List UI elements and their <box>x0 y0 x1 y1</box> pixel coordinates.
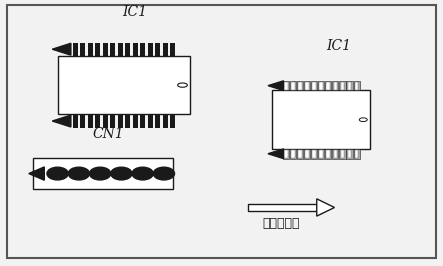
Bar <box>298 150 302 158</box>
Bar <box>341 150 344 158</box>
Bar <box>297 81 303 90</box>
Circle shape <box>47 167 68 180</box>
Bar <box>88 43 93 56</box>
Bar <box>163 114 168 128</box>
Text: IC1: IC1 <box>123 5 148 19</box>
Bar <box>248 204 317 211</box>
Bar <box>348 150 351 158</box>
Bar <box>132 43 138 56</box>
Bar <box>272 90 370 149</box>
Circle shape <box>153 167 175 180</box>
Bar <box>284 82 288 90</box>
Bar <box>297 149 303 159</box>
Bar <box>73 43 78 56</box>
Bar <box>148 114 153 128</box>
Bar <box>346 81 353 90</box>
Bar <box>125 43 130 56</box>
Ellipse shape <box>359 118 367 122</box>
Bar <box>125 114 130 128</box>
Ellipse shape <box>178 83 187 87</box>
Bar <box>318 81 324 90</box>
Bar <box>304 81 310 90</box>
Bar <box>110 43 116 56</box>
Bar <box>118 114 123 128</box>
Bar <box>148 43 153 56</box>
Bar <box>355 150 358 158</box>
Bar <box>163 43 168 56</box>
Bar <box>334 82 337 90</box>
Bar <box>326 82 330 90</box>
Bar <box>58 56 190 114</box>
Bar <box>332 81 338 90</box>
Bar <box>283 149 289 159</box>
Text: IC1: IC1 <box>326 39 351 53</box>
Bar <box>73 114 78 128</box>
Polygon shape <box>29 167 44 180</box>
Bar <box>88 114 93 128</box>
Bar <box>132 114 138 128</box>
Bar <box>312 82 316 90</box>
Bar <box>355 82 358 90</box>
Bar <box>290 149 296 159</box>
Bar <box>311 81 317 90</box>
Bar <box>325 81 331 90</box>
Bar <box>304 149 310 159</box>
Polygon shape <box>52 43 71 55</box>
Bar <box>140 114 145 128</box>
Bar <box>319 82 323 90</box>
Bar <box>95 114 101 128</box>
Bar <box>339 149 346 159</box>
Polygon shape <box>317 199 334 216</box>
Bar <box>110 114 116 128</box>
Bar <box>80 43 85 56</box>
Bar <box>348 82 351 90</box>
Bar <box>354 149 360 159</box>
Polygon shape <box>52 115 71 127</box>
Bar <box>118 43 123 56</box>
Bar <box>291 150 295 158</box>
Bar <box>341 82 344 90</box>
Bar <box>318 149 324 159</box>
Bar <box>298 82 302 90</box>
Bar <box>305 150 309 158</box>
Bar <box>319 150 323 158</box>
Bar <box>283 81 289 90</box>
Bar <box>312 150 316 158</box>
Circle shape <box>89 167 111 180</box>
Bar <box>305 82 309 90</box>
Bar <box>290 81 296 90</box>
Bar <box>354 81 360 90</box>
Bar <box>311 149 317 159</box>
Bar <box>339 81 346 90</box>
Bar <box>80 114 85 128</box>
Bar <box>155 114 160 128</box>
Bar <box>33 158 173 189</box>
Polygon shape <box>268 149 284 159</box>
Bar <box>140 43 145 56</box>
Circle shape <box>111 167 132 180</box>
Bar <box>291 82 295 90</box>
Bar <box>332 149 338 159</box>
Polygon shape <box>268 81 284 90</box>
Bar <box>284 150 288 158</box>
Bar <box>170 114 175 128</box>
Bar <box>95 43 101 56</box>
Bar <box>334 150 337 158</box>
Circle shape <box>132 167 153 180</box>
Bar <box>346 149 353 159</box>
Bar <box>325 149 331 159</box>
Bar <box>103 114 108 128</box>
Bar <box>170 43 175 56</box>
Text: 过波峰方向: 过波峰方向 <box>263 217 300 230</box>
Bar <box>155 43 160 56</box>
Circle shape <box>68 167 89 180</box>
Bar <box>103 43 108 56</box>
Text: CN1: CN1 <box>93 127 124 141</box>
Bar <box>326 150 330 158</box>
